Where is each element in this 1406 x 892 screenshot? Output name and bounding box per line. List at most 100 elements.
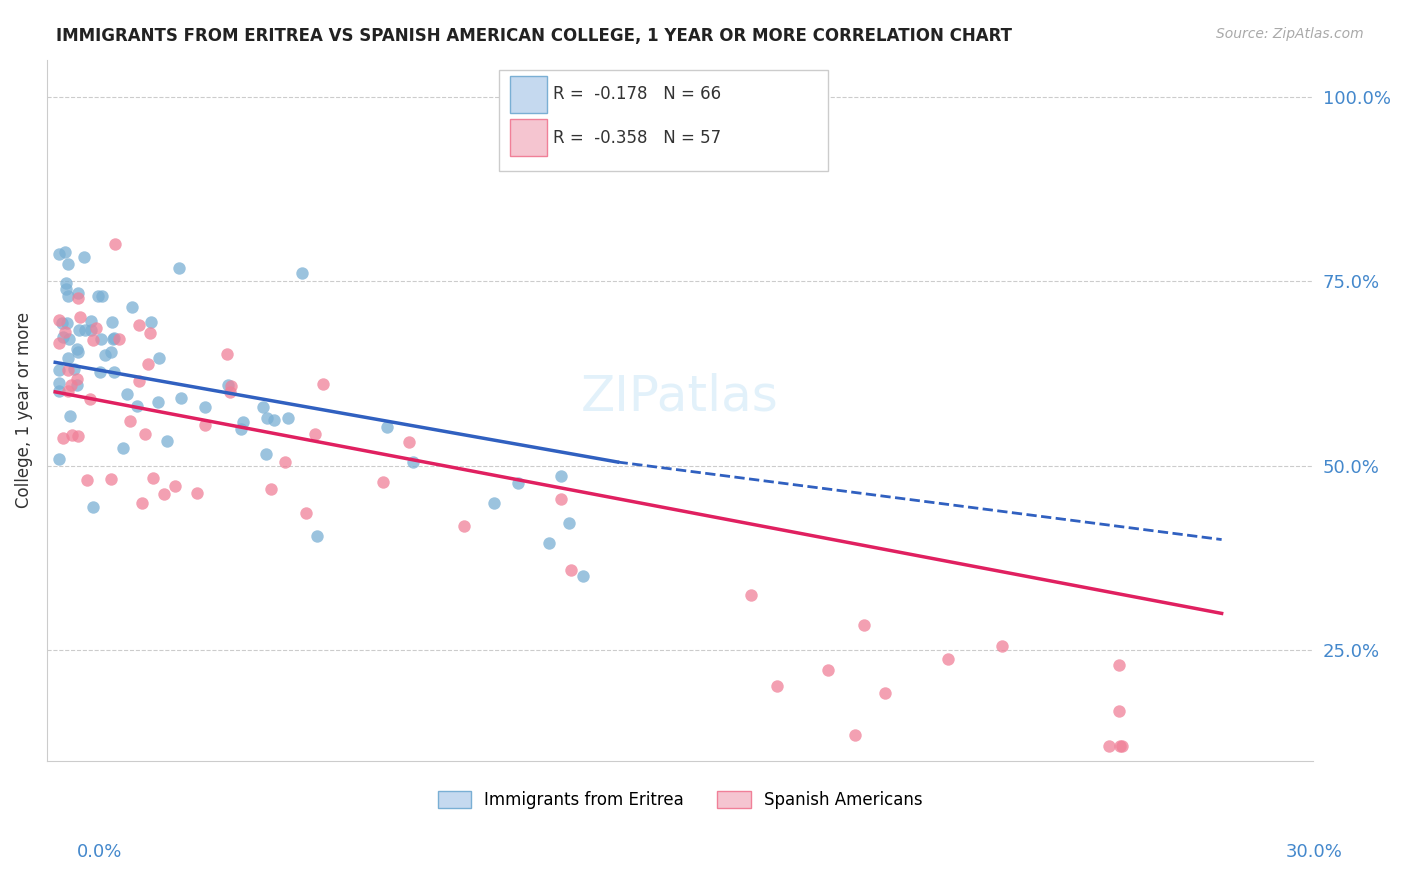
Point [138, 326, 160, 340]
Point [508, 475, 530, 490]
Point [82, 500, 104, 514]
Point [766, 679, 789, 693]
Point [312, 376, 335, 391]
Point [936, 652, 959, 666]
Point [844, 728, 866, 742]
Text: R =  -0.178   N = 66: R = -0.178 N = 66 [553, 85, 721, 103]
Point [305, 529, 328, 543]
Point [80, 314, 103, 328]
Point [1111, 739, 1133, 754]
Point [256, 411, 278, 425]
Point [89, 365, 111, 379]
Point [398, 435, 420, 450]
Point [740, 588, 762, 602]
Point [875, 685, 897, 699]
Point [90, 288, 112, 302]
Point [1108, 704, 1130, 718]
Point [142, 471, 165, 485]
Point [104, 237, 127, 252]
Point [229, 422, 252, 436]
Point [152, 486, 174, 500]
Point [60, 378, 83, 392]
Point [55, 281, 77, 295]
Point [148, 351, 170, 365]
Point [263, 413, 285, 427]
Point [73, 323, 96, 337]
Point [48, 247, 70, 261]
Point [217, 377, 239, 392]
Point [66, 344, 89, 359]
Point [69, 310, 91, 324]
Text: 0.0%: 0.0% [77, 843, 122, 861]
Point [79, 392, 101, 406]
Point [550, 469, 572, 483]
Point [48, 384, 70, 398]
Text: R =  -0.358   N = 57: R = -0.358 N = 57 [553, 129, 721, 147]
Point [100, 345, 122, 359]
Point [401, 455, 423, 469]
Point [215, 347, 238, 361]
Point [373, 475, 395, 489]
Point [112, 441, 135, 455]
Point [48, 313, 70, 327]
Point [482, 496, 505, 510]
Point [117, 387, 139, 401]
Point [170, 391, 193, 405]
Point [537, 536, 560, 550]
Point [295, 506, 318, 520]
Point [58, 333, 80, 347]
Legend: Immigrants from Eritrea, Spanish Americans: Immigrants from Eritrea, Spanish America… [430, 784, 929, 816]
Point [53, 325, 76, 339]
Point [127, 399, 149, 413]
Point [82, 334, 104, 348]
Point [1108, 657, 1130, 672]
Point [62, 428, 84, 442]
Point [100, 472, 122, 486]
Point [254, 447, 277, 461]
Point [90, 332, 112, 346]
Point [274, 455, 297, 469]
Point [67, 291, 90, 305]
Point [194, 417, 217, 432]
Point [48, 335, 70, 350]
Point [79, 323, 101, 337]
Point [148, 395, 170, 409]
Y-axis label: College, 1 year or more: College, 1 year or more [15, 312, 32, 508]
Point [186, 485, 208, 500]
Point [56, 351, 79, 365]
Point [58, 363, 80, 377]
Point [277, 411, 299, 425]
Point [990, 639, 1012, 653]
Point [453, 519, 475, 533]
Point [128, 318, 150, 332]
Point [65, 372, 87, 386]
Point [67, 323, 90, 337]
Point [1098, 739, 1121, 754]
Point [156, 434, 179, 448]
Point [167, 260, 190, 275]
Point [73, 250, 96, 264]
Point [59, 409, 82, 423]
Point [87, 289, 110, 303]
Point [52, 330, 75, 344]
Point [56, 289, 79, 303]
Point [141, 315, 163, 329]
Point [560, 563, 582, 577]
Point [66, 286, 89, 301]
Point [131, 496, 153, 510]
Point [260, 482, 283, 496]
Point [66, 428, 89, 442]
Point [375, 420, 398, 434]
Point [103, 365, 125, 379]
Text: 30.0%: 30.0% [1286, 843, 1343, 861]
Point [817, 663, 839, 677]
Text: IMMIGRANTS FROM ERITREA VS SPANISH AMERICAN COLLEGE, 1 YEAR OR MORE CORRELATION : IMMIGRANTS FROM ERITREA VS SPANISH AMERI… [56, 27, 1012, 45]
Text: ZIPatlas: ZIPatlas [581, 372, 779, 420]
Point [219, 379, 242, 393]
Point [63, 362, 86, 376]
Point [252, 401, 274, 415]
Point [56, 384, 79, 398]
Point [84, 320, 107, 334]
Point [1109, 739, 1132, 754]
Point [291, 266, 314, 280]
